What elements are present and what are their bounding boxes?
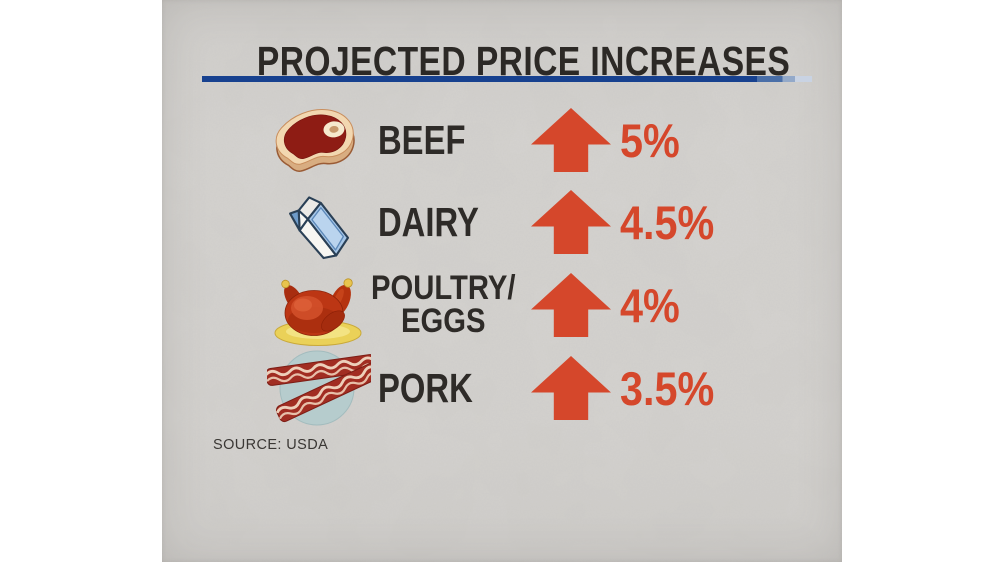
- price-row-beef: BEEF 5%: [162, 95, 842, 185]
- graphic-content: PROJECTED PRICE INCREASES BEE: [162, 0, 842, 562]
- price-row-dairy: DAIRY 4.5%: [162, 177, 842, 267]
- row-value: 3.5%: [620, 361, 715, 415]
- row-value: 4.5%: [620, 195, 715, 249]
- milk-carton-icon: [264, 177, 374, 267]
- row-label: DAIRY: [378, 198, 479, 245]
- title-underline: [202, 76, 812, 82]
- up-arrow-icon: [531, 190, 611, 254]
- paper-panel: PROJECTED PRICE INCREASES BEE: [162, 0, 842, 562]
- row-label-line2: EGGS: [401, 302, 486, 340]
- row-label: PORK: [378, 364, 473, 411]
- row-value: 5%: [620, 113, 680, 167]
- row-label: POULTRY/ EGGS: [368, 260, 519, 350]
- row-label-line1: POULTRY/: [370, 268, 516, 307]
- row-value: 4%: [620, 278, 680, 332]
- steak-icon: [264, 95, 374, 185]
- up-arrow-icon: [531, 108, 611, 172]
- bacon-icon: [264, 343, 374, 433]
- price-row-pork: PORK 3.5%: [162, 343, 842, 433]
- up-arrow-icon: [531, 356, 611, 420]
- up-arrow-icon: [531, 273, 611, 337]
- row-label: BEEF: [378, 116, 466, 163]
- roast-turkey-icon: [264, 260, 374, 350]
- source-attribution: SOURCE: USDA: [213, 437, 329, 453]
- price-row-poultry-eggs: POULTRY/ EGGS 4%: [162, 260, 842, 350]
